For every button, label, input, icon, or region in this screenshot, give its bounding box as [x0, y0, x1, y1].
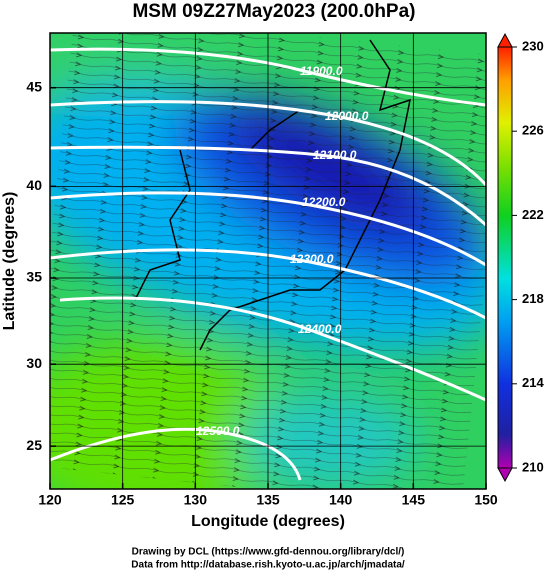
y-tick-label: 40	[26, 177, 42, 193]
chart-title: MSM 09Z27May2023 (200.0hPa)	[132, 1, 415, 22]
y-tick-label: 30	[26, 355, 42, 371]
contour-label: 12300.0	[290, 252, 334, 266]
x-tick-label: 135	[256, 492, 280, 508]
x-tick-label: 125	[111, 492, 135, 508]
x-tick-label: 130	[184, 492, 208, 508]
x-tick-label: 140	[329, 492, 353, 508]
colorbar-tick-label: 222	[522, 207, 544, 222]
colorbar-tick-label: 218	[522, 291, 544, 306]
contour-labels: 11900.0 12000.0 12100.0 12200.0 12300.0 …	[196, 64, 369, 438]
y-tick-label: 45	[26, 78, 42, 94]
contour-label: 12200.0	[302, 195, 346, 209]
contour-label: 12500.0	[196, 424, 240, 438]
colorbar	[497, 46, 513, 469]
colorbar-min-arrow	[497, 467, 513, 483]
contour-label: 12000.0	[325, 109, 369, 123]
x-tick-label: 145	[402, 492, 426, 508]
x-axis-label: Longitude (degrees)	[191, 513, 345, 530]
credit: Drawing by DCL (https://www.gfd-dennou.o…	[132, 547, 405, 558]
colorbar-tick-label: 230	[522, 38, 544, 53]
x-tick-label: 120	[38, 492, 62, 508]
contour-label: 12400.0	[298, 322, 342, 336]
colorbar-tick-label: 226	[522, 123, 544, 138]
colorbar-tick-label: 214	[522, 375, 544, 390]
y-tick-label: 25	[26, 437, 42, 453]
x-tick-label: 150	[474, 492, 498, 508]
colorbar-max-arrow	[497, 32, 513, 48]
credit: Data from http://database.rish.kyoto-u.a…	[131, 560, 405, 571]
contour-label: 12100.0	[313, 148, 357, 162]
y-axis-label: Latitude (degrees)	[1, 192, 18, 331]
contour-label: 11900.0	[300, 64, 343, 78]
y-tick-label: 35	[26, 269, 42, 285]
colorbar-tick-label: 210	[522, 459, 544, 474]
